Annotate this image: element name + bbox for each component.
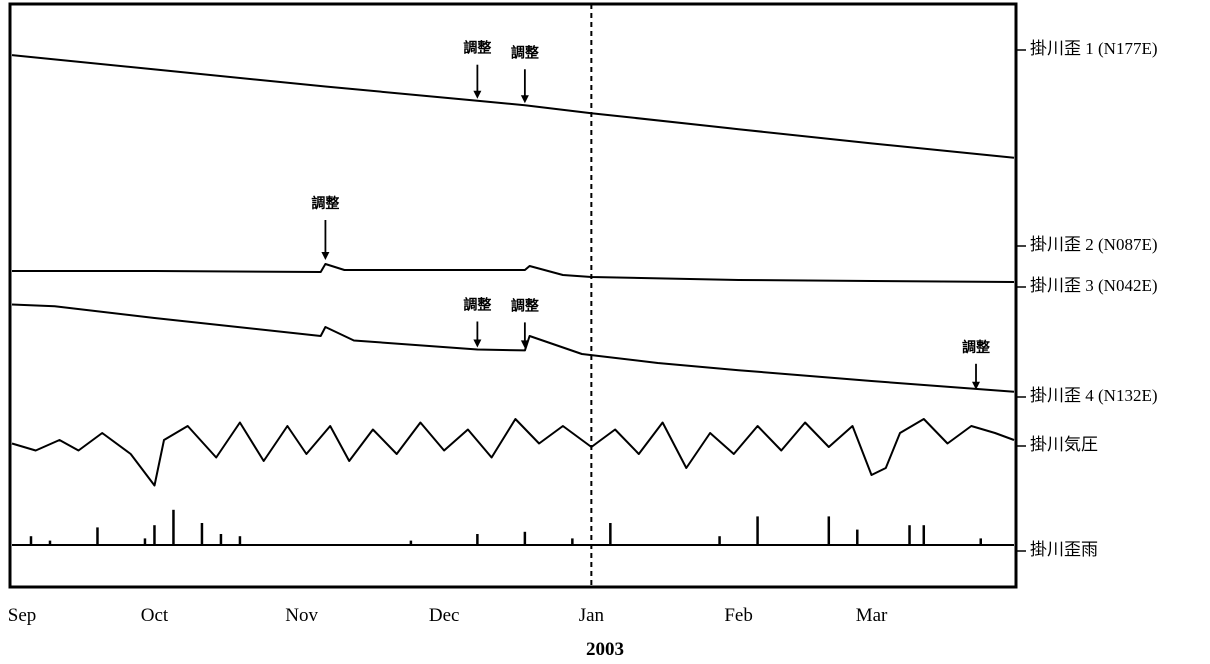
legend-label-6: 掛川歪雨 (1030, 540, 1098, 559)
legend-label-1: 掛川歪 1 (N177E) (1030, 39, 1157, 58)
series-line-3 (12, 263, 1015, 283)
adjustment-annotation: 調整 (511, 44, 540, 104)
x-tick-label: Feb (724, 605, 753, 626)
legend-label-5: 掛川気圧 (1030, 435, 1098, 454)
x-axis-label: 2003 (586, 639, 624, 660)
x-tick-label: Dec (429, 605, 460, 626)
adjustment-annotation: 調整 (463, 297, 492, 348)
plot-frame (8, 2, 1018, 589)
adjustment-annotation: 調整 (511, 297, 540, 349)
svg-text:調整: 調整 (463, 297, 492, 314)
x-tick-label: Mar (856, 605, 888, 626)
legend-label-2: 掛川歪 2 (N087E) (1030, 235, 1157, 254)
svg-text:調整: 調整 (511, 297, 540, 314)
x-tick-label: Sep (8, 605, 37, 626)
x-tick-label: Nov (285, 605, 318, 626)
series-line-4 (11, 303, 1015, 393)
adjustment-annotation: 調整 (311, 195, 340, 260)
legend-label-4: 掛川歪 4 (N132E) (1030, 386, 1157, 405)
svg-text:調整: 調整 (463, 40, 492, 57)
adjustment-annotation: 調整 (962, 339, 991, 390)
legend-label-3: 掛川歪 3 (N042E) (1030, 276, 1157, 295)
svg-text:調整: 調整 (962, 339, 991, 356)
svg-text:調整: 調整 (511, 44, 540, 61)
series-line-2 (11, 54, 1015, 159)
x-tick-label: Oct (141, 605, 169, 626)
svg-text:調整: 調整 (311, 195, 340, 212)
x-tick-label: Jan (579, 605, 605, 626)
series-line-5 (11, 418, 1015, 487)
adjustment-annotation: 調整 (463, 40, 492, 99)
